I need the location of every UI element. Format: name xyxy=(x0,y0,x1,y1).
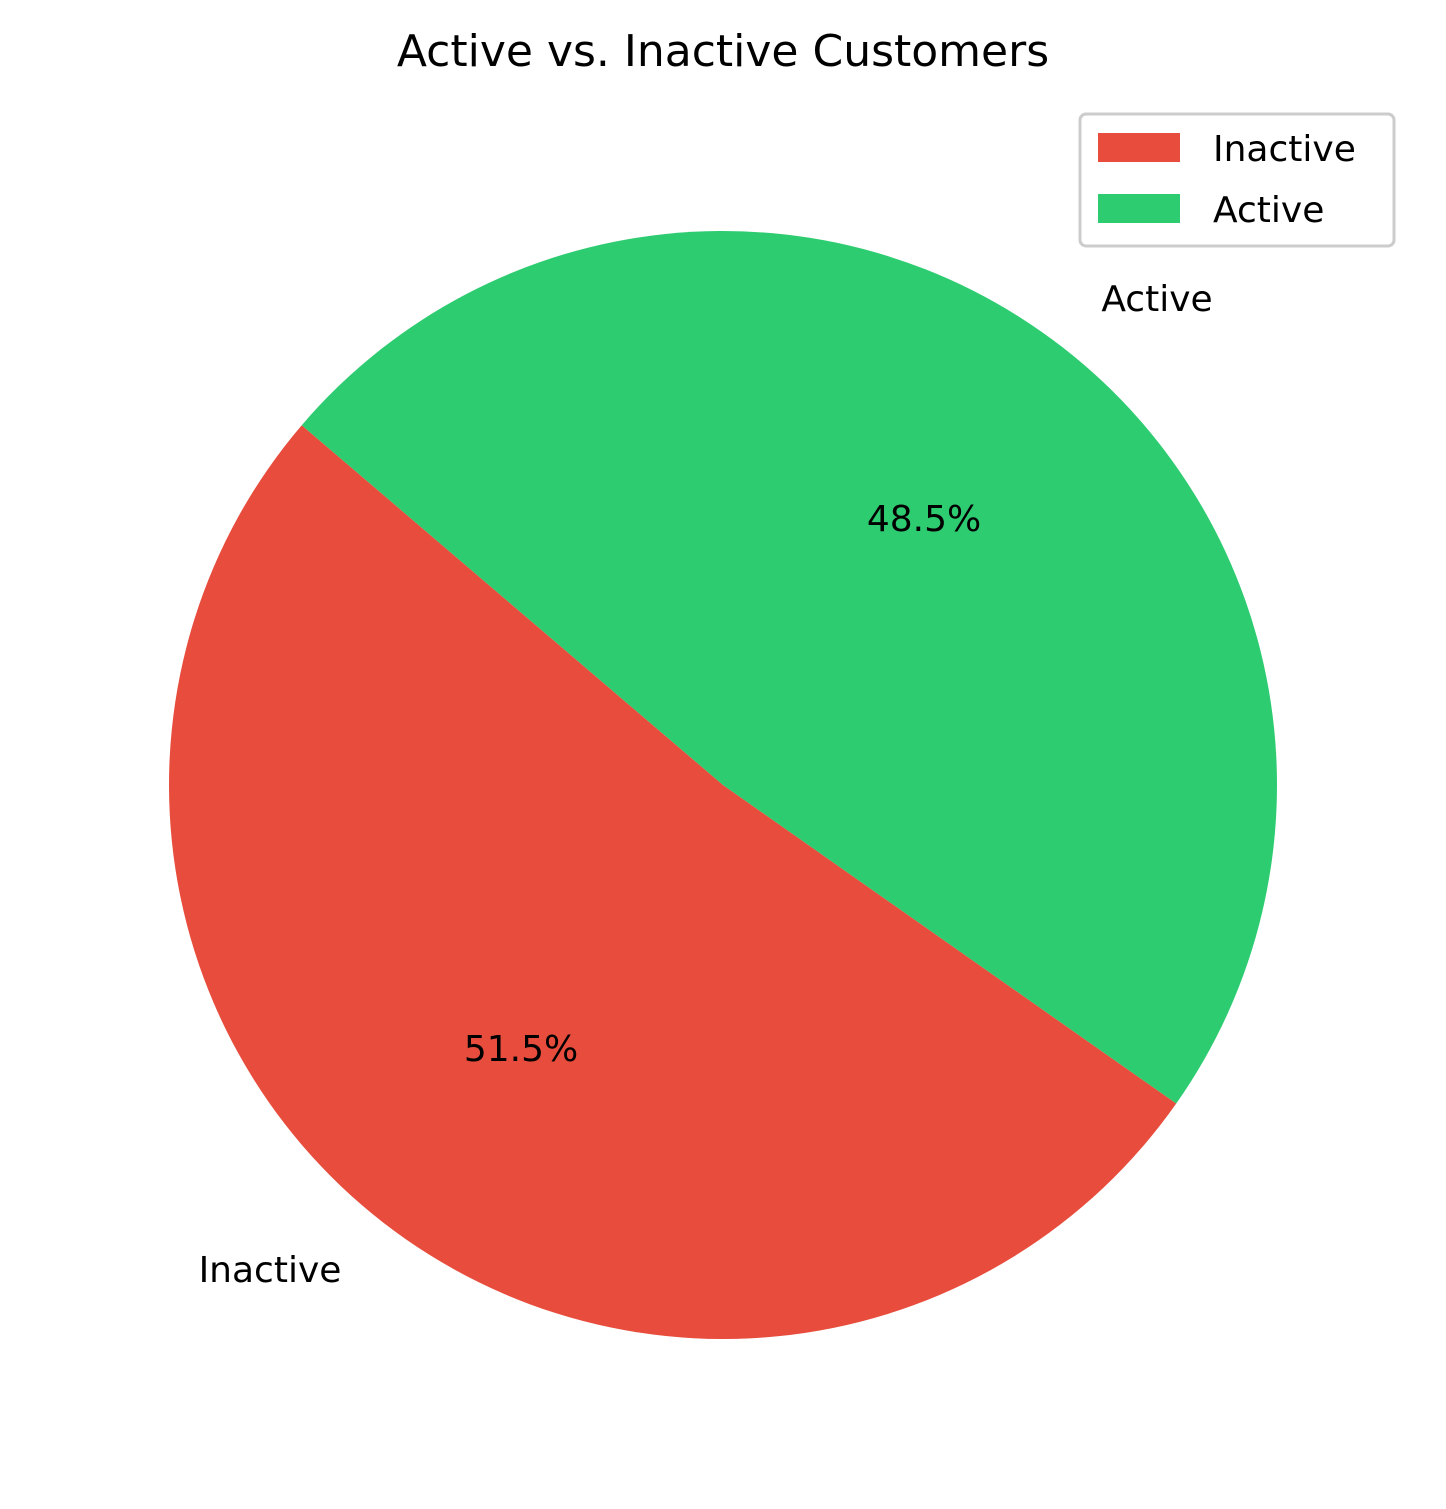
slice-percent-active: 48.5% xyxy=(867,499,981,540)
chart-title: Active vs. Inactive Customers xyxy=(397,26,1049,77)
slice-label-active: Active xyxy=(1101,279,1212,320)
legend-label-active: Active xyxy=(1213,190,1324,231)
slice-label-inactive: Inactive xyxy=(199,1250,342,1291)
legend-swatch-active xyxy=(1098,194,1180,223)
legend-swatch-inactive xyxy=(1098,133,1180,162)
pie-slices xyxy=(168,231,1277,1340)
slice-percent-inactive: 51.5% xyxy=(464,1029,578,1070)
pie-slice-active xyxy=(301,231,1277,1104)
legend: Inactive Active xyxy=(1078,112,1396,248)
legend-label-inactive: Inactive xyxy=(1213,129,1356,170)
pie-slice-inactive xyxy=(168,425,1177,1340)
